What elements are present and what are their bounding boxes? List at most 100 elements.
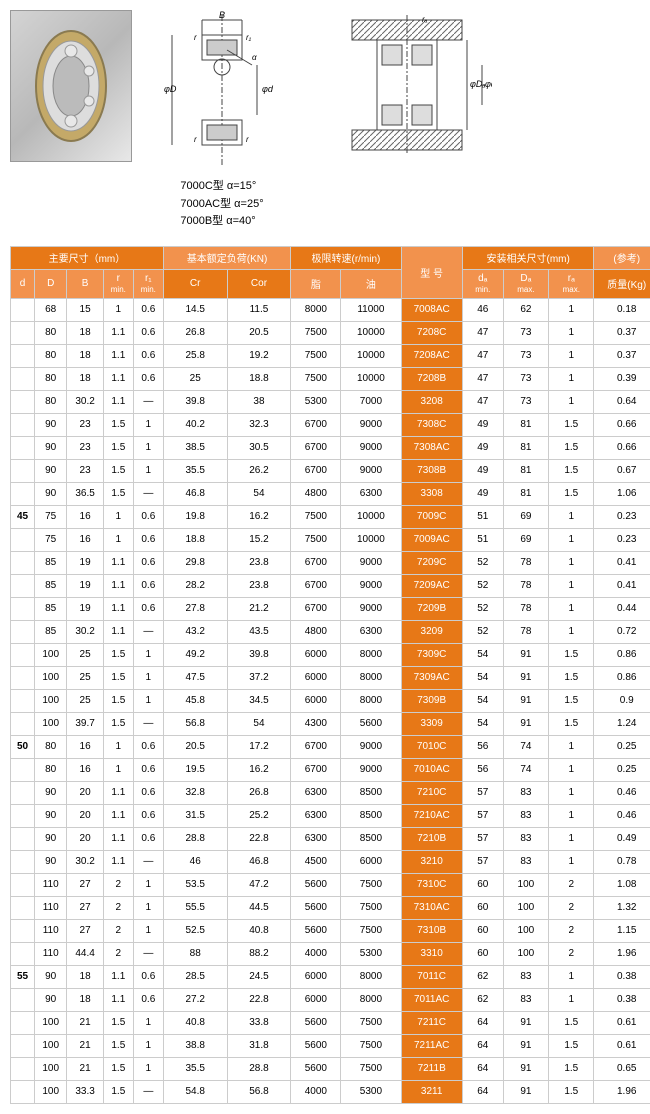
cell: 23 <box>67 459 103 482</box>
cell: 1.5 <box>549 643 594 666</box>
cell: 7209AC <box>401 574 462 597</box>
cell: 1.5 <box>103 712 133 735</box>
cell: 1.5 <box>549 413 594 436</box>
cell: 50 <box>11 735 35 758</box>
cell: 49 <box>462 436 503 459</box>
cell: 1.5 <box>549 1057 594 1080</box>
cell: 0.38 <box>594 965 650 988</box>
cell: 1 <box>549 781 594 804</box>
cell: 6700 <box>291 758 341 781</box>
cell: 90 <box>35 827 67 850</box>
cell: 26.8 <box>227 781 291 804</box>
cell: 37.2 <box>227 666 291 689</box>
hdr-ref: (参考) <box>594 246 650 269</box>
cell: 1.5 <box>103 643 133 666</box>
cell: 5600 <box>291 1057 341 1080</box>
cell: 1 <box>549 298 594 321</box>
cell: 5600 <box>291 919 341 942</box>
cell: 6700 <box>291 735 341 758</box>
cell: 1 <box>549 551 594 574</box>
cell: 1 <box>133 1057 163 1080</box>
cell: 4800 <box>291 482 341 505</box>
cell: 57 <box>462 850 503 873</box>
cell: 1 <box>549 758 594 781</box>
cell: 1.96 <box>594 942 650 965</box>
cell: 1.1 <box>103 551 133 574</box>
cell <box>11 344 35 367</box>
cell: 1 <box>549 390 594 413</box>
cell: 19 <box>67 574 103 597</box>
cell: 0.23 <box>594 528 650 551</box>
hdr-cor: Cor <box>227 269 291 298</box>
cell: 52.5 <box>163 919 227 942</box>
cell: 28.8 <box>163 827 227 850</box>
cell <box>11 1057 35 1080</box>
cell: 9000 <box>341 758 401 781</box>
cell: 0.6 <box>133 758 163 781</box>
cell: 5600 <box>291 1034 341 1057</box>
cell: 33.8 <box>227 1011 291 1034</box>
cell: 80 <box>35 390 67 413</box>
hdr-speed: 极限转速(r/min) <box>291 246 401 269</box>
cell: 47 <box>462 390 503 413</box>
cell: 46.8 <box>163 482 227 505</box>
cell: 25.2 <box>227 804 291 827</box>
cell: 81 <box>503 482 548 505</box>
cell: 1 <box>133 436 163 459</box>
cell: 1.1 <box>103 781 133 804</box>
cell: 7500 <box>341 1057 401 1080</box>
cell: 1 <box>133 689 163 712</box>
cell: 69 <box>503 505 548 528</box>
cell: 39.8 <box>163 390 227 413</box>
cell: 64 <box>462 1034 503 1057</box>
cell: 47.5 <box>163 666 227 689</box>
cell: 18 <box>67 344 103 367</box>
cell: 100 <box>35 712 67 735</box>
cell <box>11 919 35 942</box>
cell: 24.5 <box>227 965 291 988</box>
cell: 0.6 <box>133 367 163 390</box>
cell: 6000 <box>291 965 341 988</box>
cell: 0.66 <box>594 436 650 459</box>
cell: 32.3 <box>227 413 291 436</box>
cell: 40.8 <box>227 919 291 942</box>
cell: 54 <box>462 689 503 712</box>
cell: 91 <box>503 712 548 735</box>
cell: 18 <box>67 321 103 344</box>
cell: 6300 <box>291 781 341 804</box>
cell: 83 <box>503 804 548 827</box>
cell: 7500 <box>291 528 341 551</box>
cell: 6700 <box>291 459 341 482</box>
cell: 7309C <box>401 643 462 666</box>
cell <box>11 873 35 896</box>
cell: 74 <box>503 735 548 758</box>
cell: 6000 <box>291 689 341 712</box>
cell: 1 <box>549 344 594 367</box>
cell: 0.6 <box>133 735 163 758</box>
cell: 11.5 <box>227 298 291 321</box>
cell: 100 <box>503 873 548 896</box>
cell: 4300 <box>291 712 341 735</box>
table-row: 90181.10.627.222.8600080007011AC628310.3… <box>11 988 650 1011</box>
cell: 4500 <box>291 850 341 873</box>
cell: 1.1 <box>103 988 133 1011</box>
cell: 64 <box>462 1080 503 1103</box>
cell: 2 <box>103 942 133 965</box>
cell: 62 <box>462 988 503 1011</box>
bearing-table: 主要尺寸（mm） 基本额定负荷(KN) 极限转速(r/min) 型 号 安装相关… <box>10 246 650 1104</box>
cell: 60 <box>462 919 503 942</box>
cell: 90 <box>35 413 67 436</box>
cell: 20 <box>67 781 103 804</box>
cell <box>11 597 35 620</box>
cell: 54 <box>227 482 291 505</box>
cell: 73 <box>503 367 548 390</box>
cell: 1.1 <box>103 804 133 827</box>
cell: 100 <box>503 942 548 965</box>
cell: 0.6 <box>133 551 163 574</box>
cell: 1 <box>133 1011 163 1034</box>
cell: 100 <box>503 896 548 919</box>
cell: 1.5 <box>103 413 133 436</box>
cell: 1 <box>133 459 163 482</box>
cell: 1 <box>133 413 163 436</box>
angle-row: 7000C型 α=15° <box>180 178 263 196</box>
